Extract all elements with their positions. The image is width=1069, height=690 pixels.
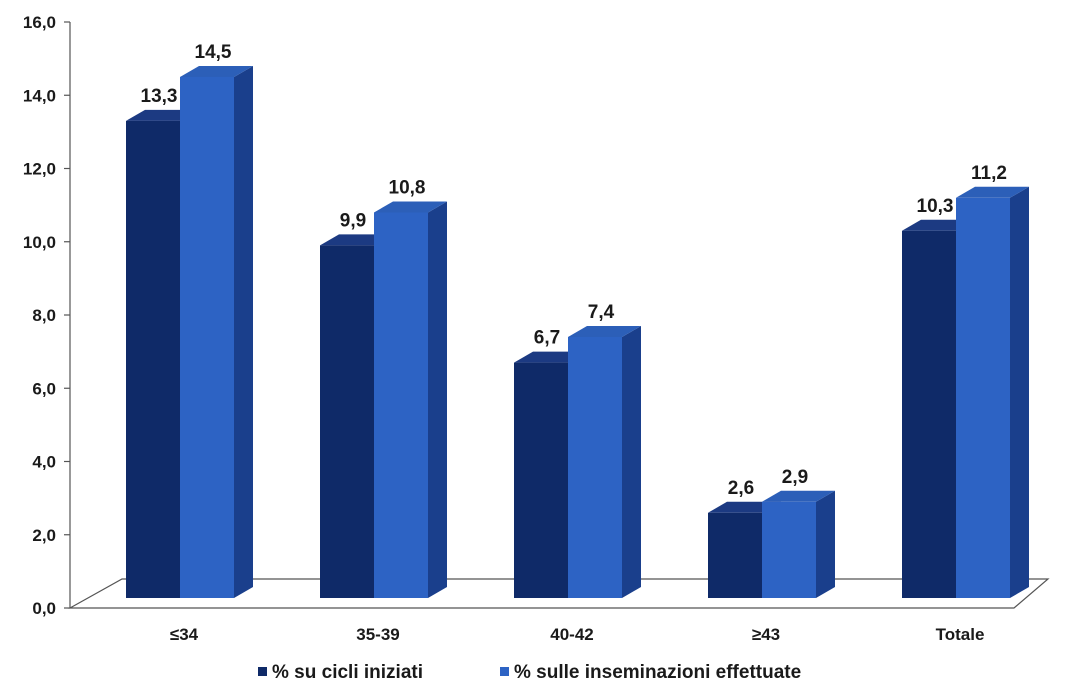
bar (320, 245, 374, 598)
y-tick-label: 0,0 (32, 599, 56, 618)
x-tick-label: Totale (936, 625, 985, 644)
y-tick-label: 2,0 (32, 526, 56, 545)
legend-label: % su cicli iniziati (272, 662, 423, 683)
bar (956, 197, 1010, 599)
data-label: 10,3 (917, 196, 954, 217)
bar-side (1010, 186, 1029, 599)
data-label: 2,9 (782, 467, 808, 488)
bar-top (956, 186, 1029, 198)
y-tick-label: 8,0 (32, 306, 56, 325)
bar (126, 120, 180, 598)
bar-side (816, 490, 835, 598)
y-tick-label: 14,0 (23, 86, 56, 105)
data-label: 9,9 (340, 210, 366, 231)
data-label: 2,6 (728, 478, 754, 499)
y-tick-label: 10,0 (23, 233, 56, 252)
bar (762, 501, 816, 598)
bar-side (234, 65, 253, 598)
bar-side (428, 201, 447, 598)
legend-swatch (500, 667, 509, 676)
x-tick-label: 35-39 (356, 625, 399, 644)
bar-top (568, 325, 641, 337)
bar (514, 362, 568, 598)
x-tick-label: ≤34 (170, 625, 199, 644)
legend-swatch (258, 667, 267, 676)
bar (902, 230, 956, 598)
data-label: 11,2 (971, 163, 1007, 184)
bar-top (374, 201, 447, 213)
bar (708, 512, 762, 598)
data-label: 7,4 (588, 302, 615, 323)
y-tick-label: 16,0 (23, 13, 56, 32)
data-label: 6,7 (534, 328, 560, 349)
data-label: 14,5 (195, 42, 232, 63)
x-tick-label: 40-42 (550, 625, 593, 644)
x-tick-label: ≥43 (752, 625, 780, 644)
data-label: 13,3 (141, 86, 178, 107)
legend-label: % sulle inseminazioni effettuate (514, 662, 801, 683)
bar-top (180, 65, 253, 77)
bar (568, 336, 622, 598)
data-label: 10,8 (389, 177, 426, 198)
y-tick-label: 12,0 (23, 160, 56, 179)
y-tick-label: 6,0 (32, 379, 56, 398)
bar-top (762, 490, 835, 502)
bar (180, 76, 234, 598)
y-tick-label: 4,0 (32, 453, 56, 472)
bar-side (622, 325, 641, 598)
bar (374, 212, 428, 598)
